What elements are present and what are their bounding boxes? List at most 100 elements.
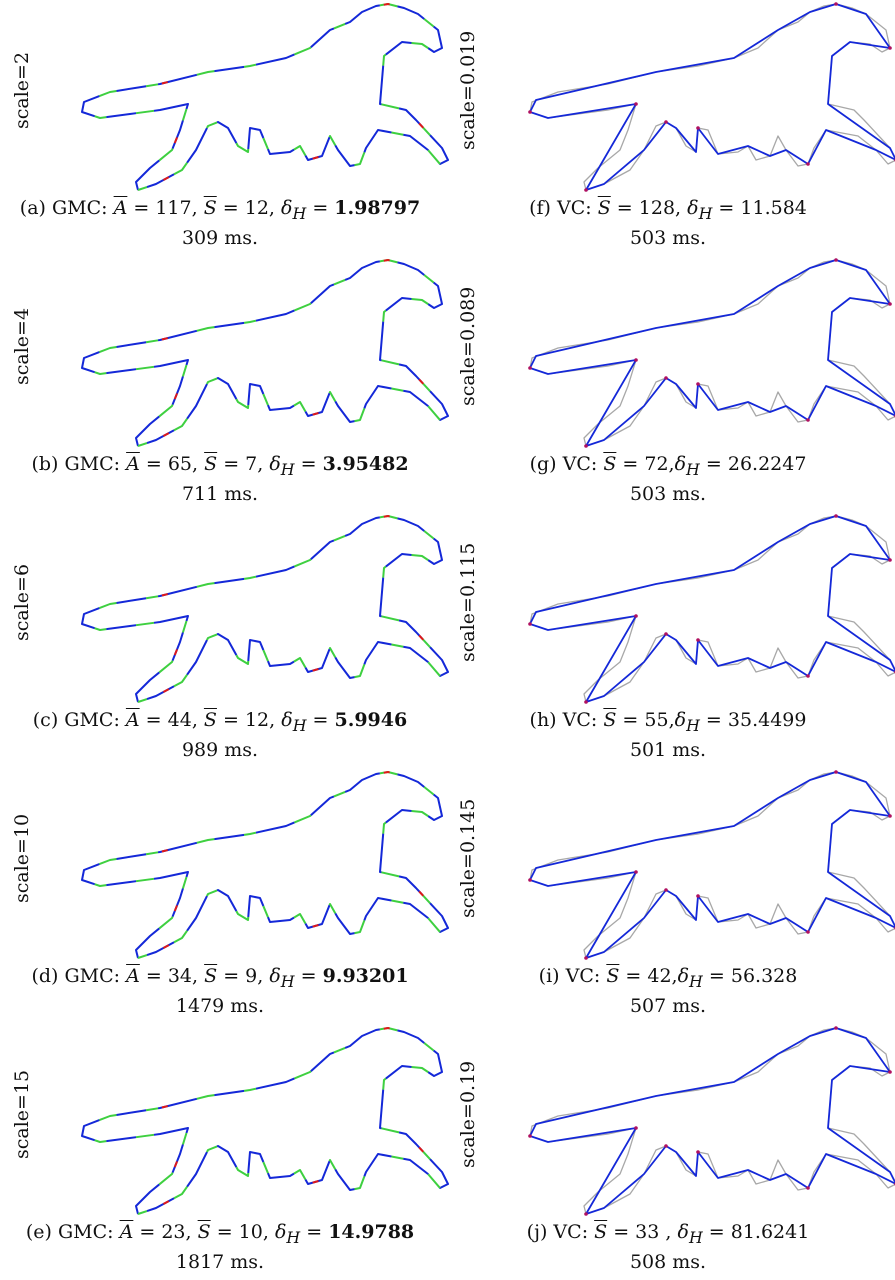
- horse-vc-polygon: [528, 770, 895, 960]
- panel-label: (b): [31, 453, 59, 475]
- horse-vc-polygon: [528, 2, 895, 192]
- vc-panel-h: scale=0.115 (h) VC: S = 55,δH = 35.4499 …: [448, 512, 888, 768]
- horse-vc-polygon: [528, 1026, 895, 1216]
- s-value: 55: [644, 709, 669, 731]
- time-value: 501 ms.: [629, 738, 707, 761]
- scale-label: scale=15: [11, 1069, 33, 1160]
- s-value: 42: [647, 965, 672, 987]
- dh-value: 1.98797: [334, 197, 421, 219]
- time-value: 711 ms.: [181, 482, 259, 505]
- s-value: 12: [244, 709, 270, 731]
- s-value: 9: [245, 965, 258, 987]
- method-name: VC: [553, 1221, 582, 1243]
- scale-label: scale=2: [11, 51, 33, 130]
- dh-value: 81.6241: [730, 1221, 810, 1243]
- horse-contour-figure: [486, 1024, 886, 1214]
- panel-caption: (d) GMC: A = 34, S = 9, δH = 9.93201 147…: [0, 964, 440, 1018]
- dh-value: 56.328: [730, 965, 798, 987]
- horse-contour-figure: [486, 256, 886, 446]
- time-value: 1817 ms.: [175, 1250, 265, 1273]
- panel-label: (f): [529, 197, 551, 219]
- panel-caption: (f) VC: S = 128, δH = 11.584 503 ms.: [448, 196, 888, 250]
- time-value: 989 ms.: [181, 738, 259, 761]
- panel-caption: (g) VC: S = 72,δH = 26.2247 503 ms.: [448, 452, 888, 506]
- horse-contour-figure: [38, 1024, 438, 1214]
- panel-caption: (e) GMC: A = 23, S = 10, δH = 14.9788 18…: [0, 1220, 440, 1274]
- a-value: 23: [161, 1221, 186, 1243]
- vc-panel-g: scale=0.089 (g) VC: S = 72,δH = 26.2247 …: [448, 256, 888, 512]
- horse-contour-figure: [38, 0, 438, 190]
- panel-label: (i): [538, 965, 560, 987]
- method-name: GMC: [51, 197, 102, 219]
- panel-caption: (j) VC: S = 33 , δH = 81.6241 508 ms.: [448, 1220, 888, 1274]
- scale-label: scale=10: [11, 813, 33, 904]
- a-value: 65: [167, 453, 193, 475]
- horse-gmc-curve: [82, 516, 448, 702]
- horse-contour-figure: [486, 768, 886, 958]
- horse-contour-figure: [38, 256, 438, 446]
- panel-caption: (h) VC: S = 55,δH = 35.4499 501 ms.: [448, 708, 888, 762]
- scale-label: scale=0.115: [457, 542, 479, 663]
- panel-label: (h): [529, 709, 557, 731]
- a-value: 34: [167, 965, 193, 987]
- dh-value: 3.95482: [322, 453, 409, 475]
- a-value: 117: [155, 197, 192, 219]
- method-name: GMC: [57, 1221, 108, 1243]
- dh-value: 5.9946: [334, 709, 408, 731]
- time-value: 309 ms.: [181, 226, 259, 249]
- vc-panel-f: scale=0.019 (f) VC: S = 128, δH = 11.584…: [448, 0, 888, 256]
- separator: ,: [675, 197, 688, 219]
- horse-contour-figure: [486, 512, 886, 702]
- scale-label: scale=6: [11, 563, 33, 642]
- dh-value: 9.93201: [322, 965, 409, 987]
- separator: ,: [668, 709, 675, 731]
- method-name: VC: [565, 965, 594, 987]
- horse-gmc-curve: [82, 1028, 448, 1214]
- s-value: 33: [635, 1221, 660, 1243]
- method-name: GMC: [64, 965, 114, 987]
- horse-gmc-curve: [82, 772, 448, 958]
- separator: ,: [668, 453, 675, 475]
- gmc-panel-b: scale=4 (b) GMC: A = 65, S = 7, δH = 3.9…: [0, 256, 440, 512]
- time-value: 503 ms.: [629, 226, 707, 249]
- time-value: 1479 ms.: [175, 994, 265, 1017]
- vc-panel-i: scale=0.145 (i) VC: S = 42,δH = 56.328 5…: [448, 768, 888, 1024]
- dh-value: 26.2247: [727, 453, 807, 475]
- horse-vc-polygon: [528, 258, 895, 448]
- horse-gmc-curve: [82, 260, 448, 446]
- scale-label: scale=0.145: [457, 798, 479, 919]
- method-name: VC: [562, 709, 591, 731]
- horse-contour-figure: [38, 512, 438, 702]
- panel-caption: (b) GMC: A = 65, S = 7, δH = 3.95482 711…: [0, 452, 440, 506]
- method-name: GMC: [64, 709, 114, 731]
- scale-label: scale=0.19: [457, 1060, 479, 1169]
- method-name: GMC: [64, 453, 114, 475]
- separator: ,: [671, 965, 678, 987]
- horse-vc-polygon: [528, 514, 895, 704]
- horse-contour-figure: [38, 768, 438, 958]
- panel-label: (j): [526, 1221, 548, 1243]
- s-value: 128: [638, 197, 676, 219]
- horse-gmc-curve: [82, 4, 448, 190]
- panel-caption: (i) VC: S = 42,δH = 56.328 507 ms.: [448, 964, 888, 1018]
- method-name: VC: [562, 453, 591, 475]
- time-value: 507 ms.: [629, 994, 707, 1017]
- panel-label: (c): [32, 709, 59, 731]
- horse-contour-figure: [486, 0, 886, 190]
- method-name: VC: [557, 197, 586, 219]
- panel-label: (e): [25, 1221, 52, 1243]
- panel-caption: (a) GMC: A = 117, S = 12, δH = 1.98797 3…: [0, 196, 440, 250]
- s-value: 7: [245, 453, 258, 475]
- panel-label: (d): [31, 965, 59, 987]
- gmc-panel-a: scale=2 (a) GMC: A = 117, S = 12, δH = 1…: [0, 0, 440, 256]
- scale-label: scale=4: [11, 307, 33, 386]
- panel-label: (g): [529, 453, 557, 475]
- gmc-panel-d: scale=10 (d) GMC: A = 34, S = 9, δH = 9.…: [0, 768, 440, 1024]
- scale-label: scale=0.089: [457, 286, 479, 407]
- s-value: 10: [238, 1221, 263, 1243]
- panel-label: (a): [19, 197, 46, 219]
- dh-value: 14.9788: [328, 1221, 415, 1243]
- vc-panel-j: scale=0.19 (j) VC: S = 33 , δH = 81.6241…: [448, 1024, 888, 1280]
- scale-label: scale=0.019: [457, 30, 479, 151]
- gmc-panel-e: scale=15 (e) GMC: A = 23, S = 10, δH = 1…: [0, 1024, 440, 1280]
